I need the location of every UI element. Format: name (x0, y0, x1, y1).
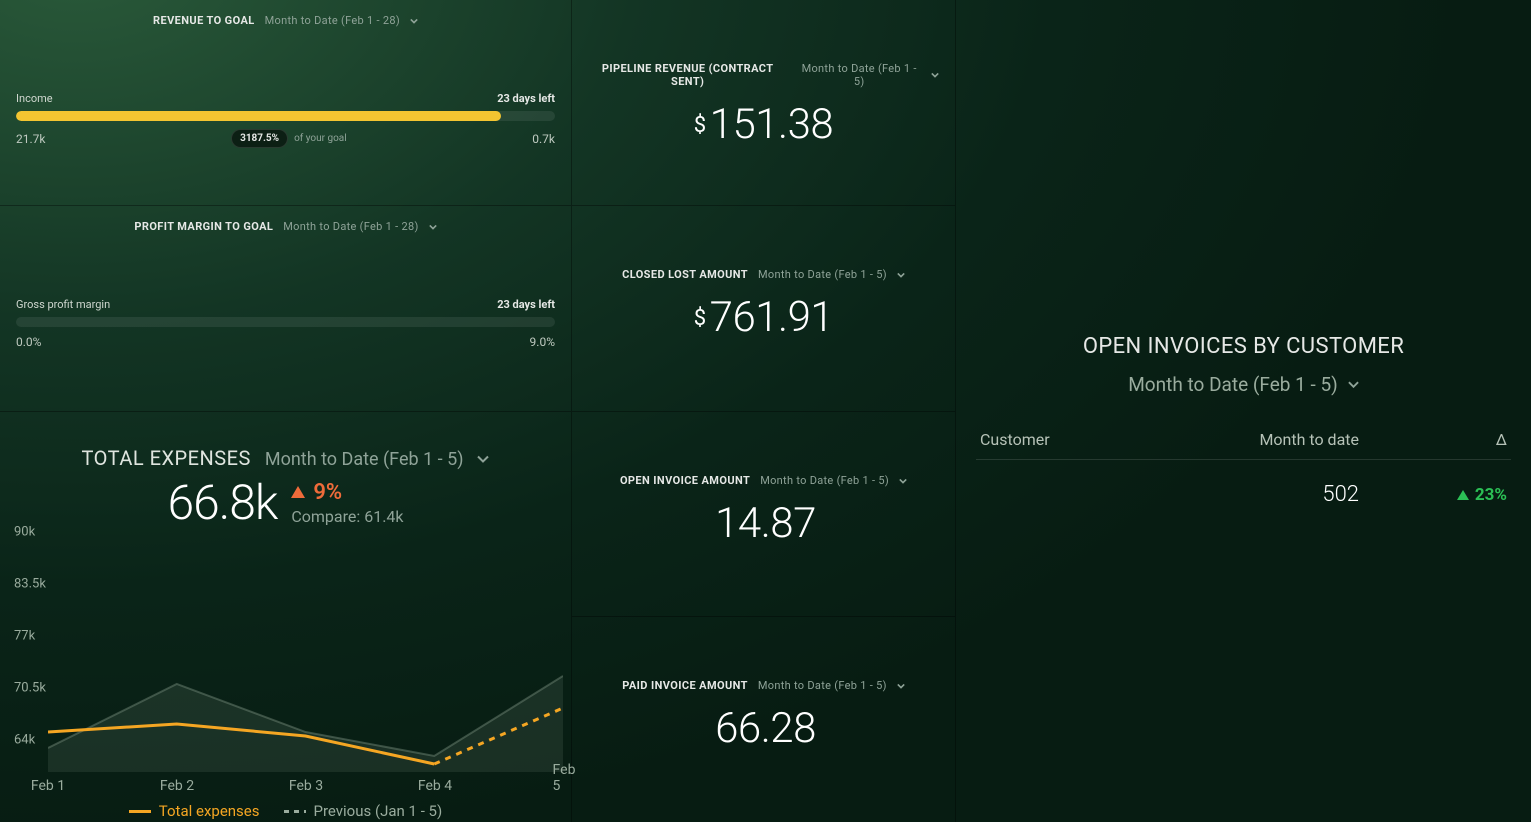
panel-title: OPEN INVOICE AMOUNT (620, 474, 750, 487)
profit-margin-panel: PROFIT MARGIN TO GOAL Month to Date (Feb… (0, 206, 572, 412)
delta-badge: 9% (291, 480, 403, 505)
y-axis-label: 70.5k (14, 681, 46, 696)
col-delta: Δ (1387, 430, 1507, 449)
triangle-up-icon (1457, 490, 1469, 500)
y-axis-label: 90k (14, 525, 35, 540)
paid-invoice-amount-panel: PAID INVOICE AMOUNT Month to Date (Feb 1… (572, 617, 955, 822)
chevron-down-icon (897, 271, 905, 279)
table-row[interactable]: 50223% (976, 460, 1511, 517)
panel-header[interactable]: TOTAL EXPENSES Month to Date (Feb 1 - 5) (16, 446, 555, 470)
closed-lost-panel: CLOSED LOST AMOUNT Month to Date (Feb 1 … (572, 206, 956, 412)
legend-current: Total expenses (159, 802, 260, 820)
percent-pill: 3187.5% (231, 129, 288, 148)
invoices-table: Customer Month to date Δ 50223% (976, 430, 1511, 517)
table-header: Customer Month to date Δ (976, 430, 1511, 460)
x-axis-label: Feb 2 (160, 778, 194, 794)
legend-swatch-previous (284, 810, 306, 813)
chevron-down-icon (931, 71, 939, 79)
panel-title: PIPELINE REVENUE (CONTRACT SENT) (588, 62, 787, 88)
chevron-down-icon (429, 223, 437, 231)
chevron-down-icon (410, 17, 418, 25)
triangle-up-icon (291, 486, 305, 498)
metric-label: Gross profit margin (16, 298, 110, 311)
progress-fill (16, 111, 501, 121)
panel-title: TOTAL EXPENSES (82, 446, 251, 470)
revenue-to-goal-panel: REVENUE TO GOAL Month to Date (Feb 1 - 2… (0, 0, 572, 206)
stat-value: $761.91 (694, 293, 833, 342)
x-axis-label: Feb 1 (31, 778, 65, 794)
date-range: Month to Date (Feb 1 - 28) (283, 220, 418, 233)
panel-header[interactable]: PIPELINE REVENUE (CONTRACT SENT) Month t… (588, 62, 939, 88)
panel-header[interactable]: CLOSED LOST AMOUNT Month to Date (Feb 1 … (622, 268, 905, 281)
panel-title: OPEN INVOICES BY CUSTOMER (1083, 334, 1404, 359)
y-axis-label: 77k (14, 629, 35, 644)
x-axis-label: Feb 4 (418, 778, 452, 794)
currency-symbol: $ (694, 306, 706, 331)
chevron-down-icon (899, 477, 907, 485)
date-range: Month to Date (Feb 1 - 5) (758, 679, 887, 692)
panel-title: CLOSED LOST AMOUNT (622, 268, 748, 281)
date-range: Month to Date (Feb 1 - 5) (797, 62, 921, 88)
currency-symbol: $ (694, 113, 706, 138)
metric-label: Income (16, 92, 53, 105)
days-left: 23 days left (497, 92, 555, 105)
total-expenses-panel: TOTAL EXPENSES Month to Date (Feb 1 - 5)… (0, 412, 572, 822)
progress-bar (16, 317, 555, 327)
panel-title: PROFIT MARGIN TO GOAL (134, 220, 273, 233)
panel-title: REVENUE TO GOAL (153, 14, 255, 27)
panel-header[interactable]: OPEN INVOICE AMOUNT Month to Date (Feb 1… (620, 474, 907, 487)
panel-header[interactable]: Month to Date (Feb 1 - 5) (1128, 373, 1359, 396)
legend-previous: Previous (Jan 1 - 5) (314, 802, 443, 820)
y-axis-label: 64k (14, 733, 35, 748)
chevron-down-icon (477, 453, 489, 465)
compare-label: Compare: 61.4k (291, 507, 403, 526)
date-range: Month to Date (Feb 1 - 28) (265, 14, 400, 27)
chevron-down-icon (897, 682, 905, 690)
progress-bar (16, 111, 555, 121)
panel-header[interactable]: PAID INVOICE AMOUNT Month to Date (Feb 1… (622, 679, 904, 692)
date-range: Month to Date (Feb 1 - 5) (1128, 373, 1338, 396)
cell-value: 502 (1187, 482, 1387, 507)
col-customer: Customer (980, 430, 1187, 449)
pipeline-revenue-panel: PIPELINE REVENUE (CONTRACT SENT) Month t… (572, 0, 956, 206)
date-range: Month to Date (Feb 1 - 5) (760, 474, 889, 487)
current-value: 0.0% (16, 335, 41, 349)
legend-swatch-current (129, 810, 151, 813)
invoice-stats-column: OPEN INVOICE AMOUNT Month to Date (Feb 1… (572, 412, 956, 822)
stat-value: 14.87 (711, 499, 816, 548)
stat-value: 66.28 (711, 704, 816, 753)
panel-header[interactable]: PROFIT MARGIN TO GOAL Month to Date (Feb… (16, 220, 555, 233)
panel-title: PAID INVOICE AMOUNT (622, 679, 748, 692)
stat-value: 66.8k (167, 474, 277, 531)
x-axis-label: Feb 3 (289, 778, 323, 794)
y-axis-label: 83.5k (14, 577, 46, 592)
days-left: 23 days left (497, 298, 555, 311)
date-range: Month to Date (Feb 1 - 5) (758, 268, 887, 281)
panel-header[interactable]: REVENUE TO GOAL Month to Date (Feb 1 - 2… (16, 14, 555, 27)
chart-legend: Total expenses Previous (Jan 1 - 5) (0, 802, 571, 820)
goal-value: 9.0% (530, 335, 555, 349)
stat-value: $151.38 (694, 100, 833, 149)
col-month-to-date: Month to date (1187, 430, 1387, 449)
chevron-down-icon (1348, 379, 1359, 390)
cell-customer (980, 482, 1187, 507)
date-range: Month to Date (Feb 1 - 5) (265, 449, 464, 470)
expenses-chart: 64k70.5k77k83.5k90k Feb 1Feb 2Feb 3Feb 4… (0, 532, 571, 822)
pill-suffix: of your goal (294, 133, 347, 144)
cell-delta: 23% (1387, 482, 1507, 507)
current-value: 21.7k (16, 132, 45, 146)
open-invoice-amount-panel: OPEN INVOICE AMOUNT Month to Date (Feb 1… (572, 412, 955, 617)
open-invoices-panel: OPEN INVOICES BY CUSTOMER Month to Date … (956, 0, 1531, 822)
goal-value: 0.7k (532, 132, 555, 146)
